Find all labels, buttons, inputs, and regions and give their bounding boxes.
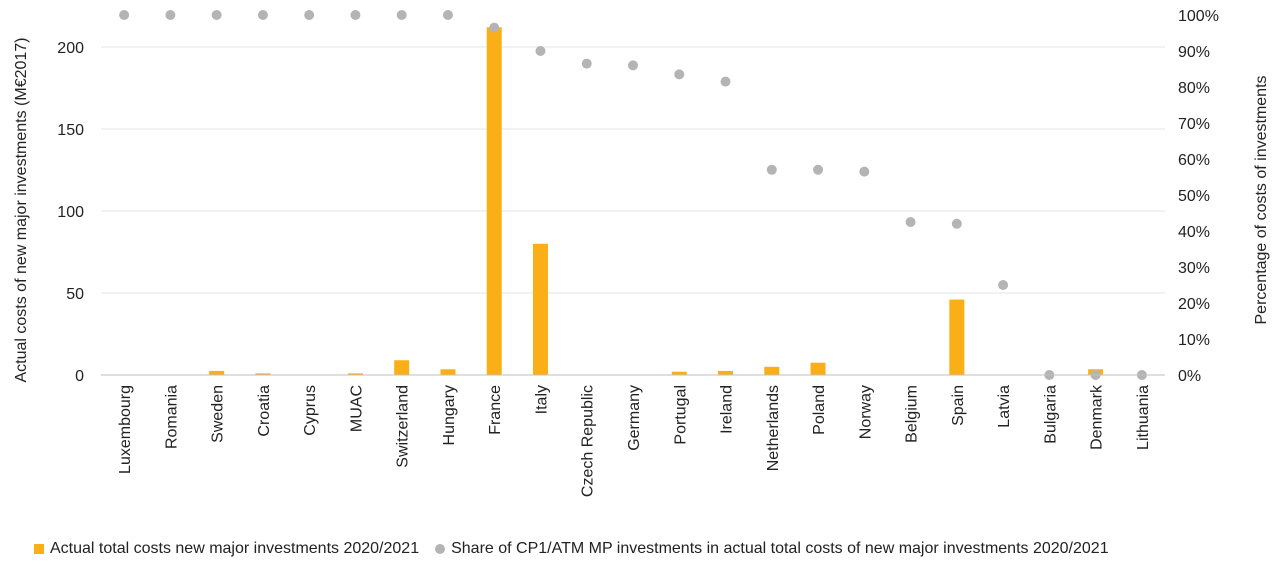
y2-tick-label: 40% [1178,224,1210,241]
data-point [721,77,731,87]
data-point [767,165,777,175]
y2-axis-ticks: 0% 10% 20% 30% 40% 50% 60% 70% 80% 90% 100% [1178,8,1219,385]
x-tick-label: Germany [626,385,643,451]
x-tick-label: Czech Republic [580,385,597,497]
y2-axis-label: Percentage of costs of investments [1253,75,1270,324]
data-point [859,167,869,177]
x-tick-label: Hungary [441,385,458,445]
x-tick-label: Denmark [1089,384,1106,450]
y-tick-label: 100 [57,204,84,221]
data-point [628,60,638,70]
x-tick-label: Switzerland [395,385,412,468]
x-tick-label: Italy [533,385,550,414]
legend: Actual total costs new major investments… [34,539,1125,559]
data-point [582,59,592,69]
bar-series [117,27,1150,375]
legend-item-dots: Share of CP1/ATM MP investments in actua… [435,540,1109,558]
legend-item-bars: Actual total costs new major investments… [34,540,419,558]
gridlines [101,47,1165,293]
legend-dot-label: Share of CP1/ATM MP investments in actua… [451,540,1109,558]
data-point [165,10,175,20]
bar [949,300,964,375]
y-tick-label: 0 [75,368,84,385]
x-tick-label: Norway [857,385,874,439]
x-tick-label: Romania [163,385,180,449]
x-tick-label: Ireland [719,385,736,434]
x-tick-label: Croatia [256,385,273,437]
y-tick-label: 150 [57,122,84,139]
x-tick-label: Latvia [996,385,1013,428]
x-tick-label: Bulgaria [1042,385,1059,444]
data-point [304,10,314,20]
y2-tick-label: 60% [1178,152,1210,169]
data-point [813,165,823,175]
y2-tick-label: 30% [1178,260,1210,277]
x-tick-label: Luxembourg [117,385,134,474]
data-point [489,23,499,33]
y-axis-ticks: 0 50 100 150 200 [57,40,84,385]
y-tick-label: 200 [57,40,84,57]
y-axis-label: Actual costs of new major investments (M… [13,37,30,382]
data-point [443,10,453,20]
data-point [258,10,268,20]
data-point [906,217,916,227]
y2-tick-label: 20% [1178,296,1210,313]
bar [718,371,733,375]
y2-tick-label: 100% [1178,8,1219,25]
bar [209,371,224,375]
x-tick-label: Spain [950,385,967,426]
y2-tick-label: 10% [1178,332,1210,349]
data-point [952,219,962,229]
data-point [350,10,360,20]
y-tick-label: 50 [66,286,84,303]
y2-tick-label: 70% [1178,116,1210,133]
y2-tick-label: 80% [1178,80,1210,97]
dot-series [119,10,1147,380]
legend-dot-swatch [435,544,445,554]
y2-tick-label: 0% [1178,368,1201,385]
x-tick-label: Netherlands [765,385,782,471]
bar [811,363,826,375]
x-tick-label: Cyprus [302,385,319,436]
x-tick-label: Sweden [210,385,227,443]
data-point [535,46,545,56]
x-tick-label: Poland [811,385,828,435]
x-tick-label: MUAC [348,385,365,432]
y2-tick-label: 50% [1178,188,1210,205]
x-tick-label: France [487,385,504,435]
legend-bar-swatch [34,544,44,554]
x-tick-label: Portugal [672,385,689,445]
x-axis-ticks: Luxembourg Romania Sweden Croatia Cyprus MUAC… [117,384,1152,497]
data-point [212,10,222,20]
bar [533,244,548,375]
bar [764,367,779,375]
x-tick-label: Belgium [904,385,921,443]
x-tick-label: Lithuania [1135,385,1152,450]
bar [394,360,409,375]
data-point [998,280,1008,290]
data-point [674,69,684,79]
bar [487,27,502,375]
legend-bar-label: Actual total costs new major investments… [50,540,419,558]
bar [440,369,455,375]
data-point [397,10,407,20]
combo-chart: 0 50 100 150 200 0% 10% 20% 30% 40% 50% 60% 70% 80% 9… [0,0,1281,535]
y2-tick-label: 90% [1178,44,1210,61]
data-point [119,10,129,20]
